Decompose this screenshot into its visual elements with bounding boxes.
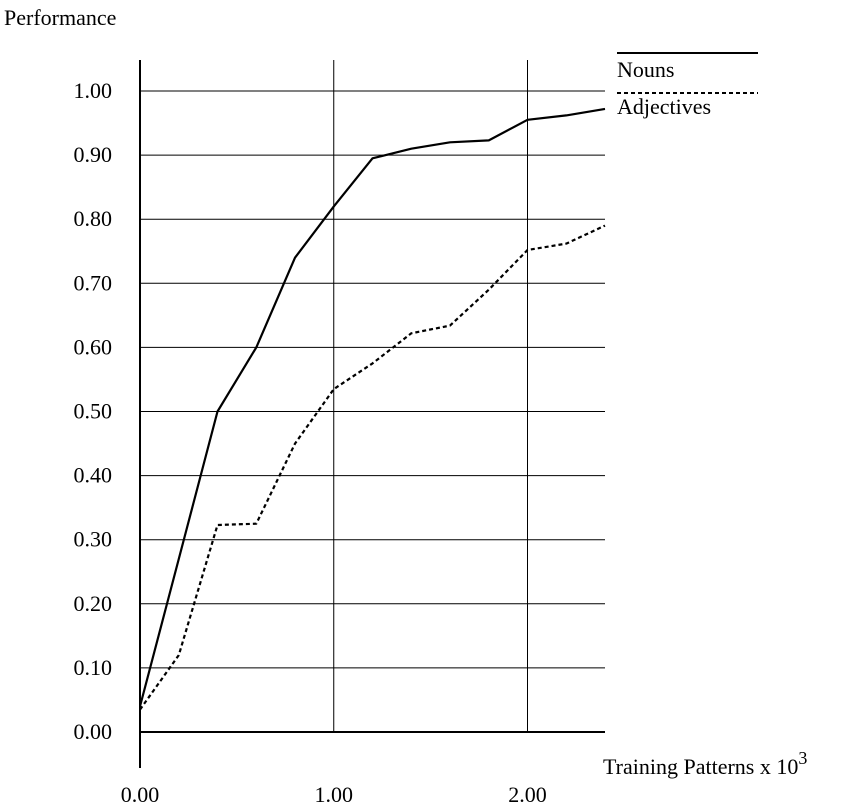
vertical-gridlines [333,60,528,732]
y-tick-label: 0.10 [74,655,113,680]
y-tick-label: 0.60 [74,334,113,359]
legend-label-nouns: Nouns [617,57,674,82]
y-tick-label: 1.00 [74,78,113,103]
y-tick-label: 0.40 [74,463,113,488]
series-line-nouns [138,107,606,707]
y-tick-label: 0.00 [74,719,113,744]
y-tick-label: 0.90 [74,142,113,167]
x-axis-title-base: Training Patterns x 10 [603,754,798,779]
axes [139,60,605,768]
y-tick-label: 0.70 [74,270,113,295]
x-axis-title-exponent: 3 [798,748,807,768]
series-lines [138,107,606,711]
x-tick-label: 1.00 [315,782,354,807]
horizontal-gridlines [140,90,605,733]
legend-label-adjectives: Adjectives [617,94,711,119]
y-tick-label: 0.30 [74,527,113,552]
y-tick-labels: 0.00 0.10 0.20 0.30 0.40 0.50 0.60 0.70 0.80 0.90… [74,78,113,744]
x-tick-labels: 0.00 1.00 2.00 [121,782,547,807]
x-tick-label: 0.00 [121,782,160,807]
y-tick-label: 0.50 [74,399,113,424]
x-tick-label: 2.00 [508,782,547,807]
legend: Nouns Adjectives [617,52,758,119]
x-axis-title: Training Patterns x 103 [603,748,807,779]
y-tick-label: 0.20 [74,591,113,616]
y-tick-label: 0.80 [74,206,113,231]
series-line-adjectives [139,224,606,711]
y-axis-title: Performance [4,5,116,30]
